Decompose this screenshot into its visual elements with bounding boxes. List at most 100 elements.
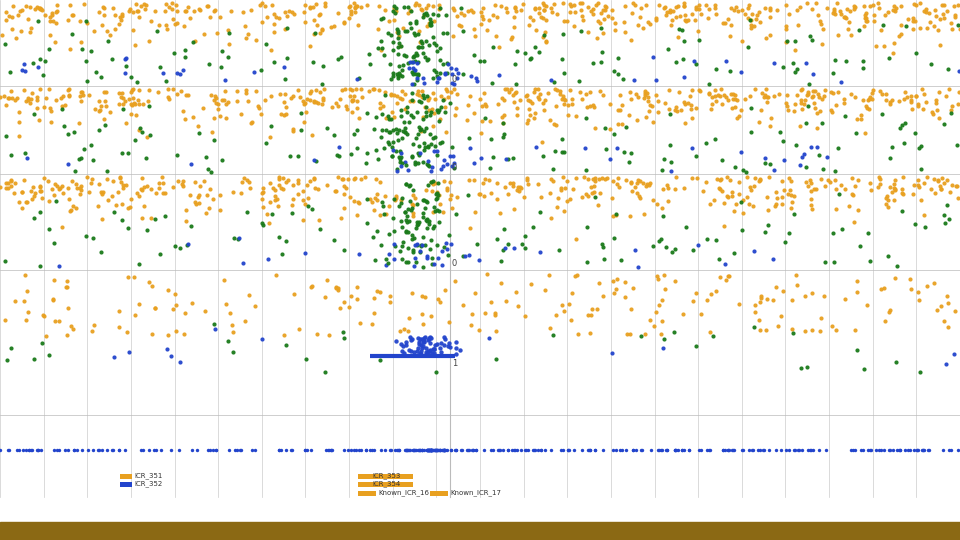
Point [762,160,778,168]
Point [270,195,285,204]
Point [524,99,540,108]
Point [456,27,471,36]
Point [453,4,468,12]
Point [348,85,364,93]
Point [486,446,501,454]
Point [546,78,562,86]
Point [811,93,827,102]
Point [268,271,283,280]
Point [784,296,800,305]
Point [747,85,762,93]
Point [436,243,451,252]
Point [761,173,777,181]
Point [218,76,233,84]
Point [407,80,422,89]
Point [313,87,328,96]
Point [427,141,443,150]
Point [302,177,318,185]
Point [801,446,816,454]
Point [297,17,312,26]
Point [414,242,429,251]
Point [420,446,436,454]
Point [393,94,408,103]
Point [344,96,359,105]
Point [505,182,520,191]
Point [795,105,810,113]
Point [684,143,700,152]
Point [886,180,901,188]
Point [397,161,413,170]
Point [460,446,475,454]
Point [656,185,671,194]
Point [383,291,398,300]
Point [614,100,630,109]
Point [425,177,441,185]
Point [85,446,101,454]
Point [235,8,251,16]
Point [691,446,707,454]
Point [227,234,242,242]
Point [0,7,13,16]
Point [252,1,268,9]
Point [586,101,601,110]
Point [475,11,491,20]
Point [491,70,506,79]
Point [752,177,767,185]
Point [424,446,440,454]
Point [32,85,47,93]
Point [400,205,416,213]
Point [842,6,857,15]
Point [404,96,420,104]
Point [85,233,101,242]
Point [259,40,275,49]
Point [811,446,827,454]
Point [394,87,409,96]
Point [882,183,898,191]
Point [419,124,434,133]
Point [555,301,570,309]
Point [415,92,430,101]
Point [432,446,447,454]
Point [813,174,828,183]
Point [780,90,795,99]
Point [322,331,337,340]
Point [671,33,686,42]
Point [898,119,913,127]
Point [429,194,444,202]
Point [760,93,776,102]
Point [370,287,385,295]
Point [248,446,263,454]
Point [351,446,367,454]
Point [613,256,629,265]
Point [945,25,960,33]
Point [425,224,441,232]
Point [527,114,542,123]
Point [311,185,326,194]
Point [496,130,512,138]
Point [626,446,641,454]
Point [913,195,928,204]
Point [864,88,879,97]
Point [254,0,270,8]
Point [60,15,76,24]
Point [99,446,114,454]
Point [906,446,922,454]
Point [0,132,13,141]
Point [352,318,368,327]
Point [640,97,656,105]
Point [500,154,516,163]
Point [33,55,48,63]
Point [159,345,175,354]
Point [654,204,669,213]
Point [82,188,97,197]
Point [427,446,443,454]
Point [719,57,734,65]
Point [735,208,751,217]
Point [857,10,873,19]
Point [753,325,768,334]
Point [740,3,756,12]
Point [584,310,599,319]
Point [371,154,386,163]
Point [556,17,571,25]
Point [180,91,195,100]
